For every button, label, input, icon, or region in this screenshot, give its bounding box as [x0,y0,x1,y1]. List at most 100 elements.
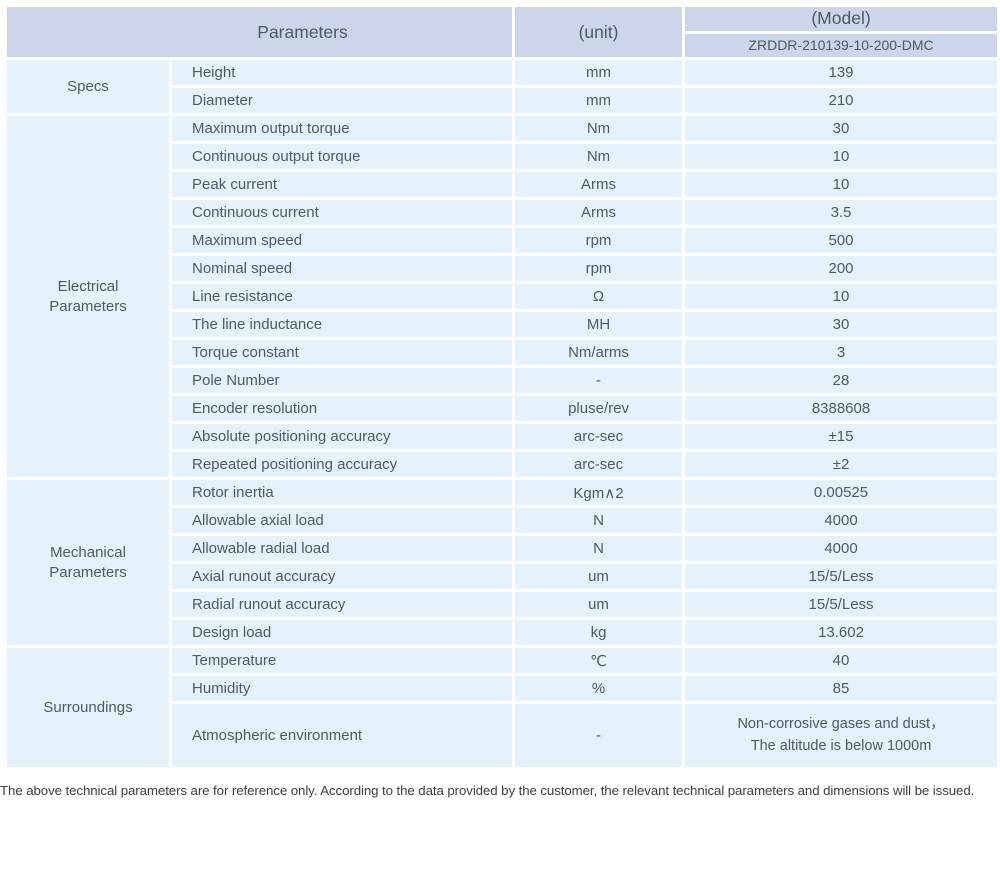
table-row: Allowable radial load N 4000 [6,533,1000,564]
unit-value: Nm/arms [512,337,686,368]
unit-value: mm [512,85,686,116]
table-row: Specs Height mm 139 [4,57,1000,116]
parameter-name: Temperature [168,645,516,676]
table-row: The line inductance MH 30 [6,309,1000,340]
table-row: Continuous output torque Nm 10 [6,141,1000,172]
unit-value: - [512,365,686,396]
parameter-name: Line resistance [168,281,516,312]
table-row: Radial runout accuracy um 15/5/Less [6,589,1000,620]
table-header: Parameters (unit) (Model) ZRDDR-210139-1… [3,4,1000,60]
parameter-value: 30 [682,309,1000,340]
footnote: The above technical parameters are for r… [0,783,975,798]
parameter-name: Allowable radial load [168,533,516,564]
section-label-text: Mechanical Parameters [49,544,127,581]
section-label-text: Specs [67,77,109,95]
header-unit: (unit) [512,4,686,60]
table-row: Torque constant Nm/arms 3 [6,337,1000,368]
parameter-name: Radial runout accuracy [168,589,516,620]
table-row: Humidity% 85 [6,673,1000,704]
parameter-value: 139 [682,57,1000,88]
parameter-value: 0.00525 [682,477,1000,508]
parameter-name: Continuous current [168,197,516,228]
parameter-value: Non-corrosive gases and dust， The altitu… [682,701,1000,770]
table-row: Surroundings Temperature ℃ 40 [4,645,1000,770]
table-row: Repeated positioning accuracy arc-sec ±2 [6,449,1000,480]
parameter-value: 200 [682,253,1000,284]
unit-value: - [512,701,686,770]
parameter-name: Atmospheric environment [168,701,516,770]
parameter-value: 40 [682,645,1000,676]
table-row: Allowable axial load N 4000 [6,505,1000,536]
parameter-value: ±2 [682,449,1000,480]
parameter-value: 3 [682,337,1000,368]
unit-value: mm [512,57,686,88]
parameter-value: 210 [682,85,1000,116]
parameter-name: Encoder resolution [168,393,516,424]
parameter-value: 15/5/Less [682,561,1000,592]
table-row: Atmospheric environment - Non-corrosive ga… [6,701,1000,770]
section-label: Surroundings [4,645,172,770]
parameter-name: Maximum speed [168,225,516,256]
unit-value: Ω [512,281,686,312]
table-row: Continuous current Arms 3.5 [6,197,1000,228]
table-row: Absolute positioning accuracy arc-sec ±15 [6,421,1000,452]
unit-value: arc-sec [512,449,686,480]
parameter-value: 10 [682,141,1000,172]
parameter-value: 4000 [682,505,1000,536]
parameter-name: The line inductance [168,309,516,340]
unit-value: MH [512,309,686,340]
parameter-value: 500 [682,225,1000,256]
header-model-code: ZRDDR-210139-10-200-DMC [682,30,1000,60]
unit-value: kg [512,617,686,648]
table-row: Encoder resolution pluse/rev 8388608 [6,393,1000,424]
parameter-name: Repeated positioning accuracy [168,449,516,480]
parameter-name: Maximum output torque [168,113,516,144]
table-row: Maximum speed rpm 500 [6,225,1000,256]
table-row: Nominal speed rpm 200 [6,253,1000,284]
table-row: Axial runout accuracy um 15/5/Less [6,561,1000,592]
unit-value: ℃ [512,645,686,676]
parameter-value: ±15 [682,421,1000,452]
parameter-name: Humidity [168,673,516,704]
table-row: Peak current Arms 10 [6,169,1000,200]
parameter-name: Continuous output torque [168,141,516,172]
parameter-value: 28 [682,365,1000,396]
section-label-text: Electrical Parameters [49,278,127,315]
table-row: Diameter mm 210 [6,85,1000,116]
spec-table: Parameters (unit) (Model) ZRDDR-210139-1… [3,4,1000,770]
unit-value: N [512,533,686,564]
parameter-value: 3.5 [682,197,1000,228]
section-label: Mechanical Parameters [4,477,172,648]
table-row: Line resistance Ω 10 [6,281,1000,312]
table-row: Electrical Parameters Maximum output torq… [4,113,1000,480]
unit-value: % [512,673,686,704]
section-label: Electrical Parameters [4,113,172,480]
header-parameters: Parameters [3,4,516,60]
parameter-value: 10 [682,281,1000,312]
parameter-value: 4000 [682,533,1000,564]
unit-value: Kgm∧2 [512,477,686,508]
parameter-value: 8388608 [682,393,1000,424]
parameter-name: Nominal speed [168,253,516,284]
unit-value: Nm [512,113,686,144]
spec-sheet: Parameters (unit) (Model) ZRDDR-210139-1… [0,4,1000,798]
parameter-name: Peak current [168,169,516,200]
parameter-value: 30 [682,113,1000,144]
table-body: Specs Height mm 139 Diameter mm 210 Electrical … [4,57,1000,770]
parameter-name: Allowable axial load [168,505,516,536]
unit-value: arc-sec [512,421,686,452]
parameter-name: Pole Number [168,365,516,396]
section-label: Specs [4,57,172,116]
table-row: Pole Number -28 [6,365,1000,396]
table-row: Design load kg 13.602 [6,617,1000,648]
unit-value: pluse/rev [512,393,686,424]
unit-value: Arms [512,197,686,228]
unit-value: Arms [512,169,686,200]
parameter-name: Axial runout accuracy [168,561,516,592]
parameter-name: Torque constant [168,337,516,368]
unit-value: rpm [512,253,686,284]
parameter-value: 13.602 [682,617,1000,648]
parameter-name: Height [168,57,516,88]
unit-value: N [512,505,686,536]
parameter-name: Design load [168,617,516,648]
